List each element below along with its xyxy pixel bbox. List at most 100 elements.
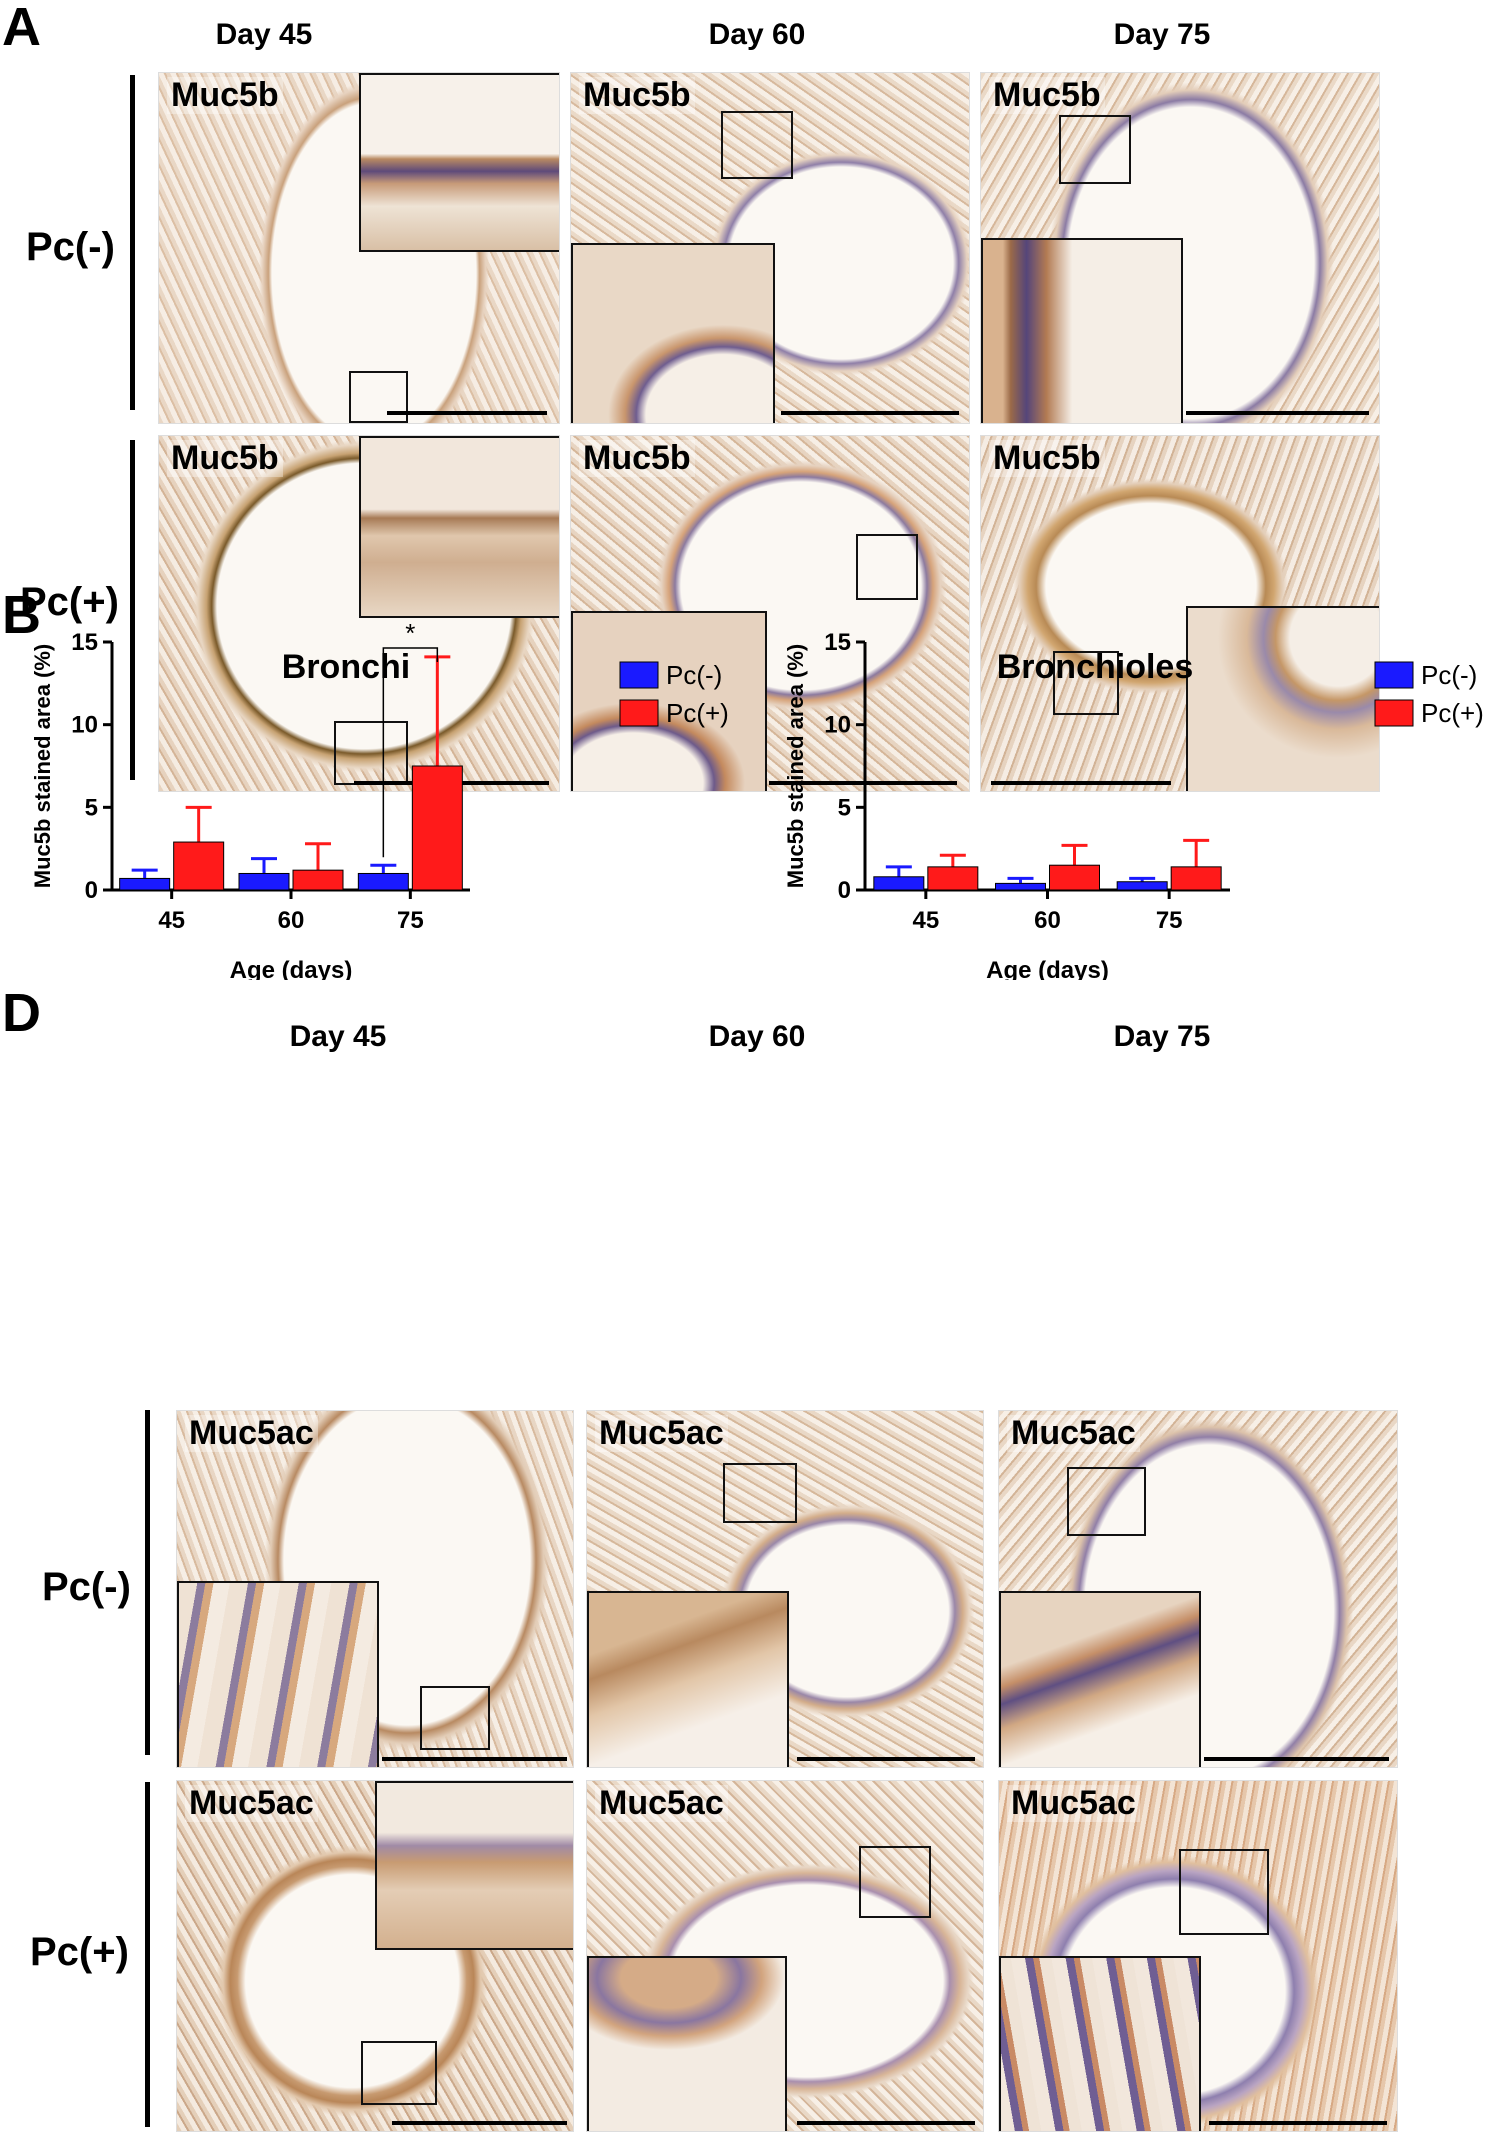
micrograph-d-pcpos-day75: Muc5ac	[998, 1780, 1398, 2132]
significance-marker: *	[405, 618, 415, 648]
y-tick-label: 10	[71, 712, 98, 739]
x-tick-label: 75	[1156, 907, 1183, 934]
micrograph-d-pcneg-day75: Muc5ac	[998, 1410, 1398, 1768]
legend-label: Pc(-)	[666, 660, 722, 690]
row-bar-pc-neg	[130, 75, 135, 410]
roi-box	[1053, 651, 1119, 715]
stain-label: Muc5b	[579, 439, 695, 478]
magnified-inset	[981, 238, 1183, 423]
legend-label: Pc(+)	[1421, 698, 1484, 728]
y-tick-label: 15	[824, 629, 851, 656]
bar-pc-pos	[411, 765, 463, 891]
micrograph-d-pcneg-day45: Muc5ac	[176, 1410, 574, 1768]
stain-label: Muc5ac	[185, 1784, 318, 1823]
row-bar-pc-pos	[130, 440, 135, 780]
x-tick-label: 75	[397, 907, 424, 934]
magnified-inset	[587, 1591, 789, 1767]
roi-box	[723, 1463, 797, 1523]
micrograph-a-pcpos-day60: Muc5b	[570, 435, 970, 792]
stain-label: Muc5b	[989, 439, 1105, 478]
micrograph-a-pcpos-day45: Muc5b	[158, 435, 560, 792]
panel-letter-d: D	[2, 983, 41, 1043]
col-head-day-45: Day 45	[289, 1020, 387, 1053]
scale-bar	[797, 1757, 975, 1761]
row-label-pc-pos: Pc(+)	[20, 580, 119, 624]
col-head-day-60: Day 60	[708, 1020, 806, 1053]
scale-bar	[1204, 1757, 1389, 1761]
bar-pc-neg	[1116, 881, 1168, 891]
panel-letter-a: A	[2, 0, 41, 57]
magnified-inset	[571, 243, 775, 423]
x-tick-label: 60	[1034, 907, 1061, 934]
bar-pc-pos	[1170, 866, 1222, 891]
stain-label: Muc5b	[579, 76, 695, 115]
roi-box	[1067, 1467, 1146, 1536]
bar-pc-neg	[357, 872, 409, 891]
legend-label: Pc(-)	[1421, 660, 1477, 690]
chart-bronchi: Bronchi Muc5b stained area (%) 0 5 10 15 45 60 7…	[30, 618, 729, 980]
micrograph-a-pcneg-day75: Muc5b	[980, 72, 1380, 424]
legend-swatch	[619, 699, 659, 727]
micrograph-d-pcpos-day45: Muc5ac	[176, 1780, 574, 2132]
roi-box	[420, 1686, 490, 1750]
y-axis-label: Muc5b stained area (%)	[30, 644, 55, 889]
stain-label: Muc5ac	[595, 1784, 728, 1823]
scale-bar	[797, 2121, 975, 2125]
row-bar-pc-neg	[145, 1410, 150, 1755]
col-head-day-75: Day 75	[1113, 18, 1211, 51]
y-tick-label: 0	[838, 877, 851, 904]
legend-swatch	[1374, 699, 1414, 727]
stain-label: Muc5b	[167, 76, 283, 115]
y-tick-label: 5	[838, 794, 851, 821]
bar-pc-pos	[1049, 864, 1100, 891]
scale-bar	[991, 781, 1171, 785]
stain-label: Muc5b	[989, 76, 1105, 115]
col-head-day-75: Day 75	[1113, 1020, 1211, 1053]
bar-pc-neg	[995, 882, 1046, 891]
magnified-inset	[359, 73, 559, 252]
legend-swatch	[619, 661, 659, 689]
scale-bar	[387, 411, 547, 415]
scale-bar	[382, 1757, 567, 1761]
x-tick-label: 45	[912, 907, 939, 934]
stain-label: Muc5b	[167, 439, 283, 478]
bar-pc-pos	[173, 841, 225, 891]
chart-title: Bronchi	[282, 648, 410, 686]
legend-swatch	[1374, 661, 1414, 689]
chart-bronchioles: Bronchioles Muc5b stained area (%) 0 5 10 15 4…	[783, 629, 1484, 980]
row-label-pc-pos: Pc(+)	[30, 1930, 129, 1974]
stain-label: Muc5ac	[595, 1414, 728, 1453]
y-tick-label: 15	[71, 629, 98, 656]
scale-bar	[769, 781, 957, 785]
magnified-inset	[571, 611, 767, 791]
x-axis-label: Age (days)	[230, 957, 353, 980]
stain-label: Muc5ac	[1007, 1784, 1140, 1823]
micrograph-a-pcpos-day75: Muc5b	[980, 435, 1380, 792]
scale-bar	[1209, 2121, 1387, 2125]
bar-pc-pos	[927, 866, 979, 891]
y-tick-label: 10	[824, 712, 851, 739]
legend-label: Pc(+)	[666, 698, 729, 728]
micrograph-a-pcneg-day45: Muc5b	[158, 72, 560, 424]
significance-bracket	[382, 647, 439, 858]
y-tick-label: 0	[85, 877, 98, 904]
scale-bar	[1186, 411, 1369, 415]
bar-pc-pos	[292, 869, 344, 891]
col-head-day-60: Day 60	[708, 18, 806, 51]
magnified-inset	[587, 1956, 787, 2131]
magnified-inset	[1186, 606, 1379, 791]
row-bar-pc-pos	[145, 1782, 150, 2127]
scale-bar	[392, 2121, 567, 2125]
micrograph-a-pcneg-day60: Muc5b	[570, 72, 970, 424]
row-label-pc-neg: Pc(-)	[42, 1565, 131, 1609]
y-tick-label: 5	[85, 794, 98, 821]
scale-bar	[781, 411, 959, 415]
y-axis-label: Muc5b stained area (%)	[783, 644, 808, 889]
chart-title: Bronchioles	[997, 648, 1193, 686]
x-axis-label: Age (days)	[986, 957, 1109, 980]
magnified-inset	[359, 436, 559, 618]
x-tick-label: 60	[278, 907, 305, 934]
magnified-inset	[999, 1591, 1201, 1767]
bar-pc-neg	[119, 877, 171, 891]
bar-pc-neg	[873, 876, 925, 891]
